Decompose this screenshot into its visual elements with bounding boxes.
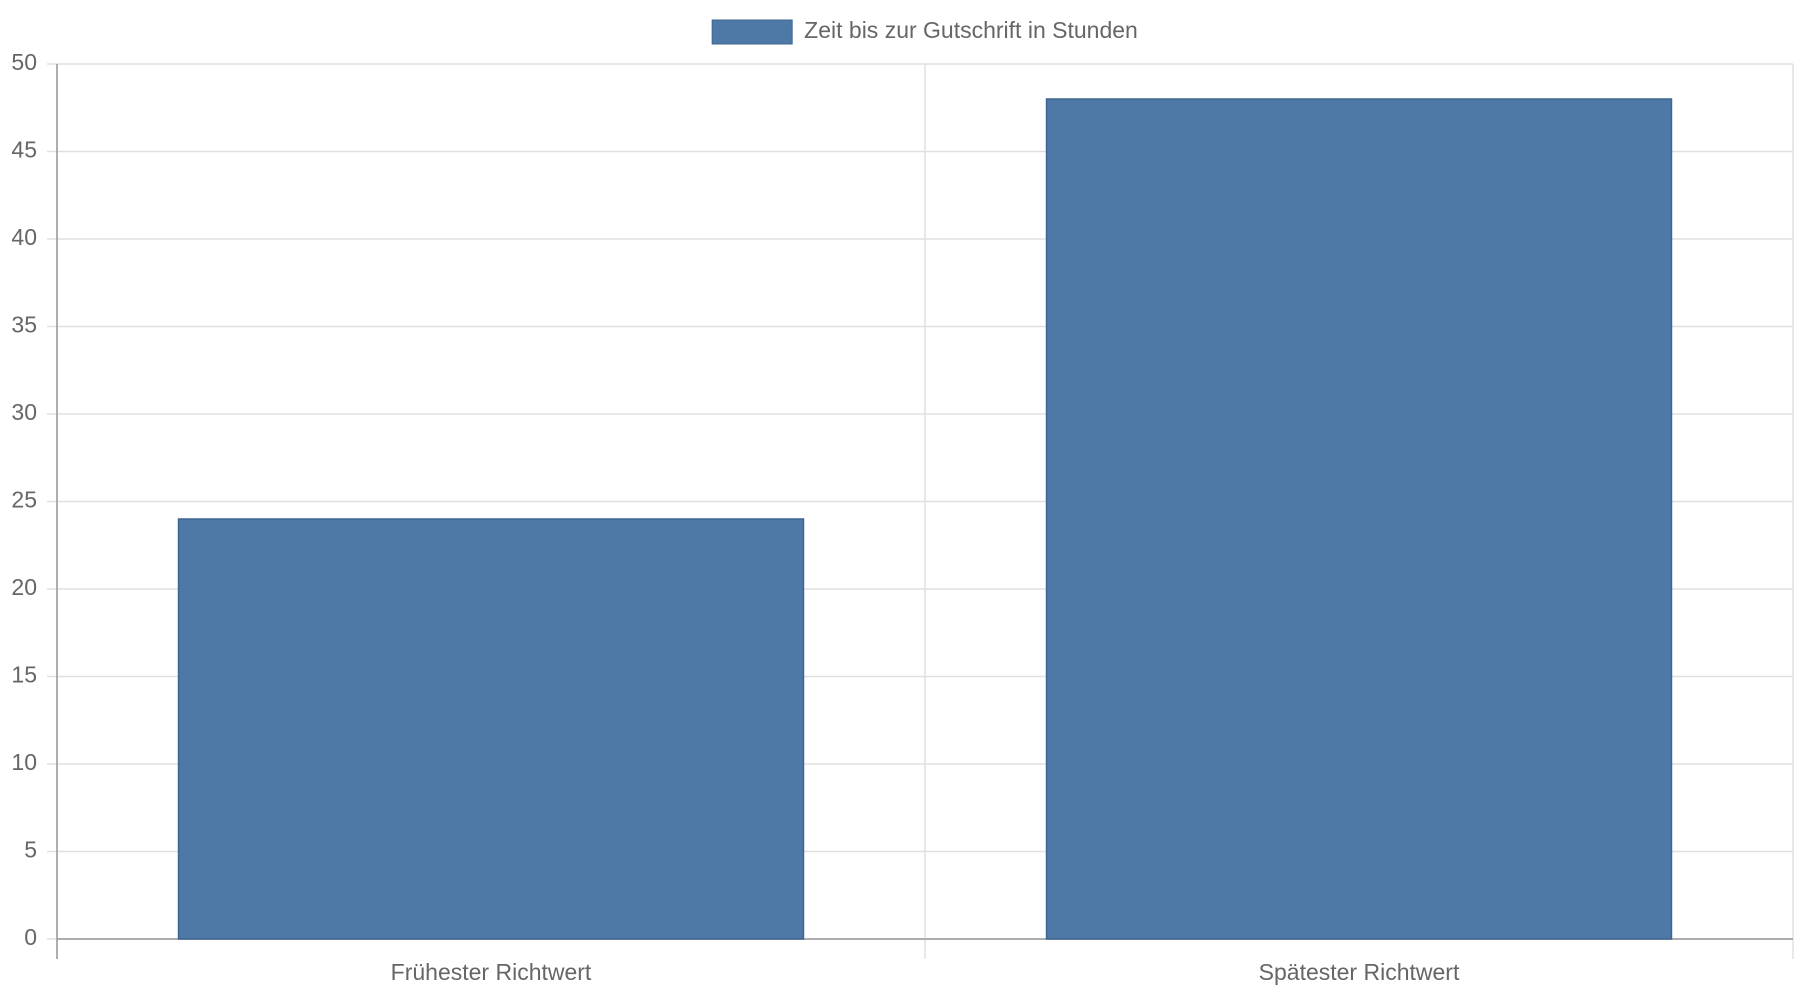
- bar: [177, 518, 805, 940]
- y-tick-label: 40: [11, 224, 37, 250]
- y-tick-label: 50: [11, 49, 37, 75]
- y-tick-label: 25: [11, 487, 37, 513]
- bar: [1045, 98, 1673, 940]
- x-tick-label: Frühester Richtwert: [391, 959, 592, 985]
- legend-swatch: [711, 19, 793, 45]
- y-tick-label: 20: [11, 574, 37, 600]
- y-tick-label: 0: [24, 924, 37, 950]
- y-tick-label: 15: [11, 662, 37, 688]
- y-tick-label: 5: [24, 837, 37, 863]
- y-tick-label: 10: [11, 749, 37, 775]
- legend-label: Zeit bis zur Gutschrift in Stunden: [804, 17, 1138, 43]
- y-tick-label: 30: [11, 399, 37, 425]
- y-tick-label: 45: [11, 137, 37, 163]
- y-tick-label: 35: [11, 312, 37, 338]
- legend: Zeit bis zur Gutschrift in Stunden: [711, 17, 1138, 45]
- x-tick-label: Spätester Richtwert: [1259, 959, 1460, 985]
